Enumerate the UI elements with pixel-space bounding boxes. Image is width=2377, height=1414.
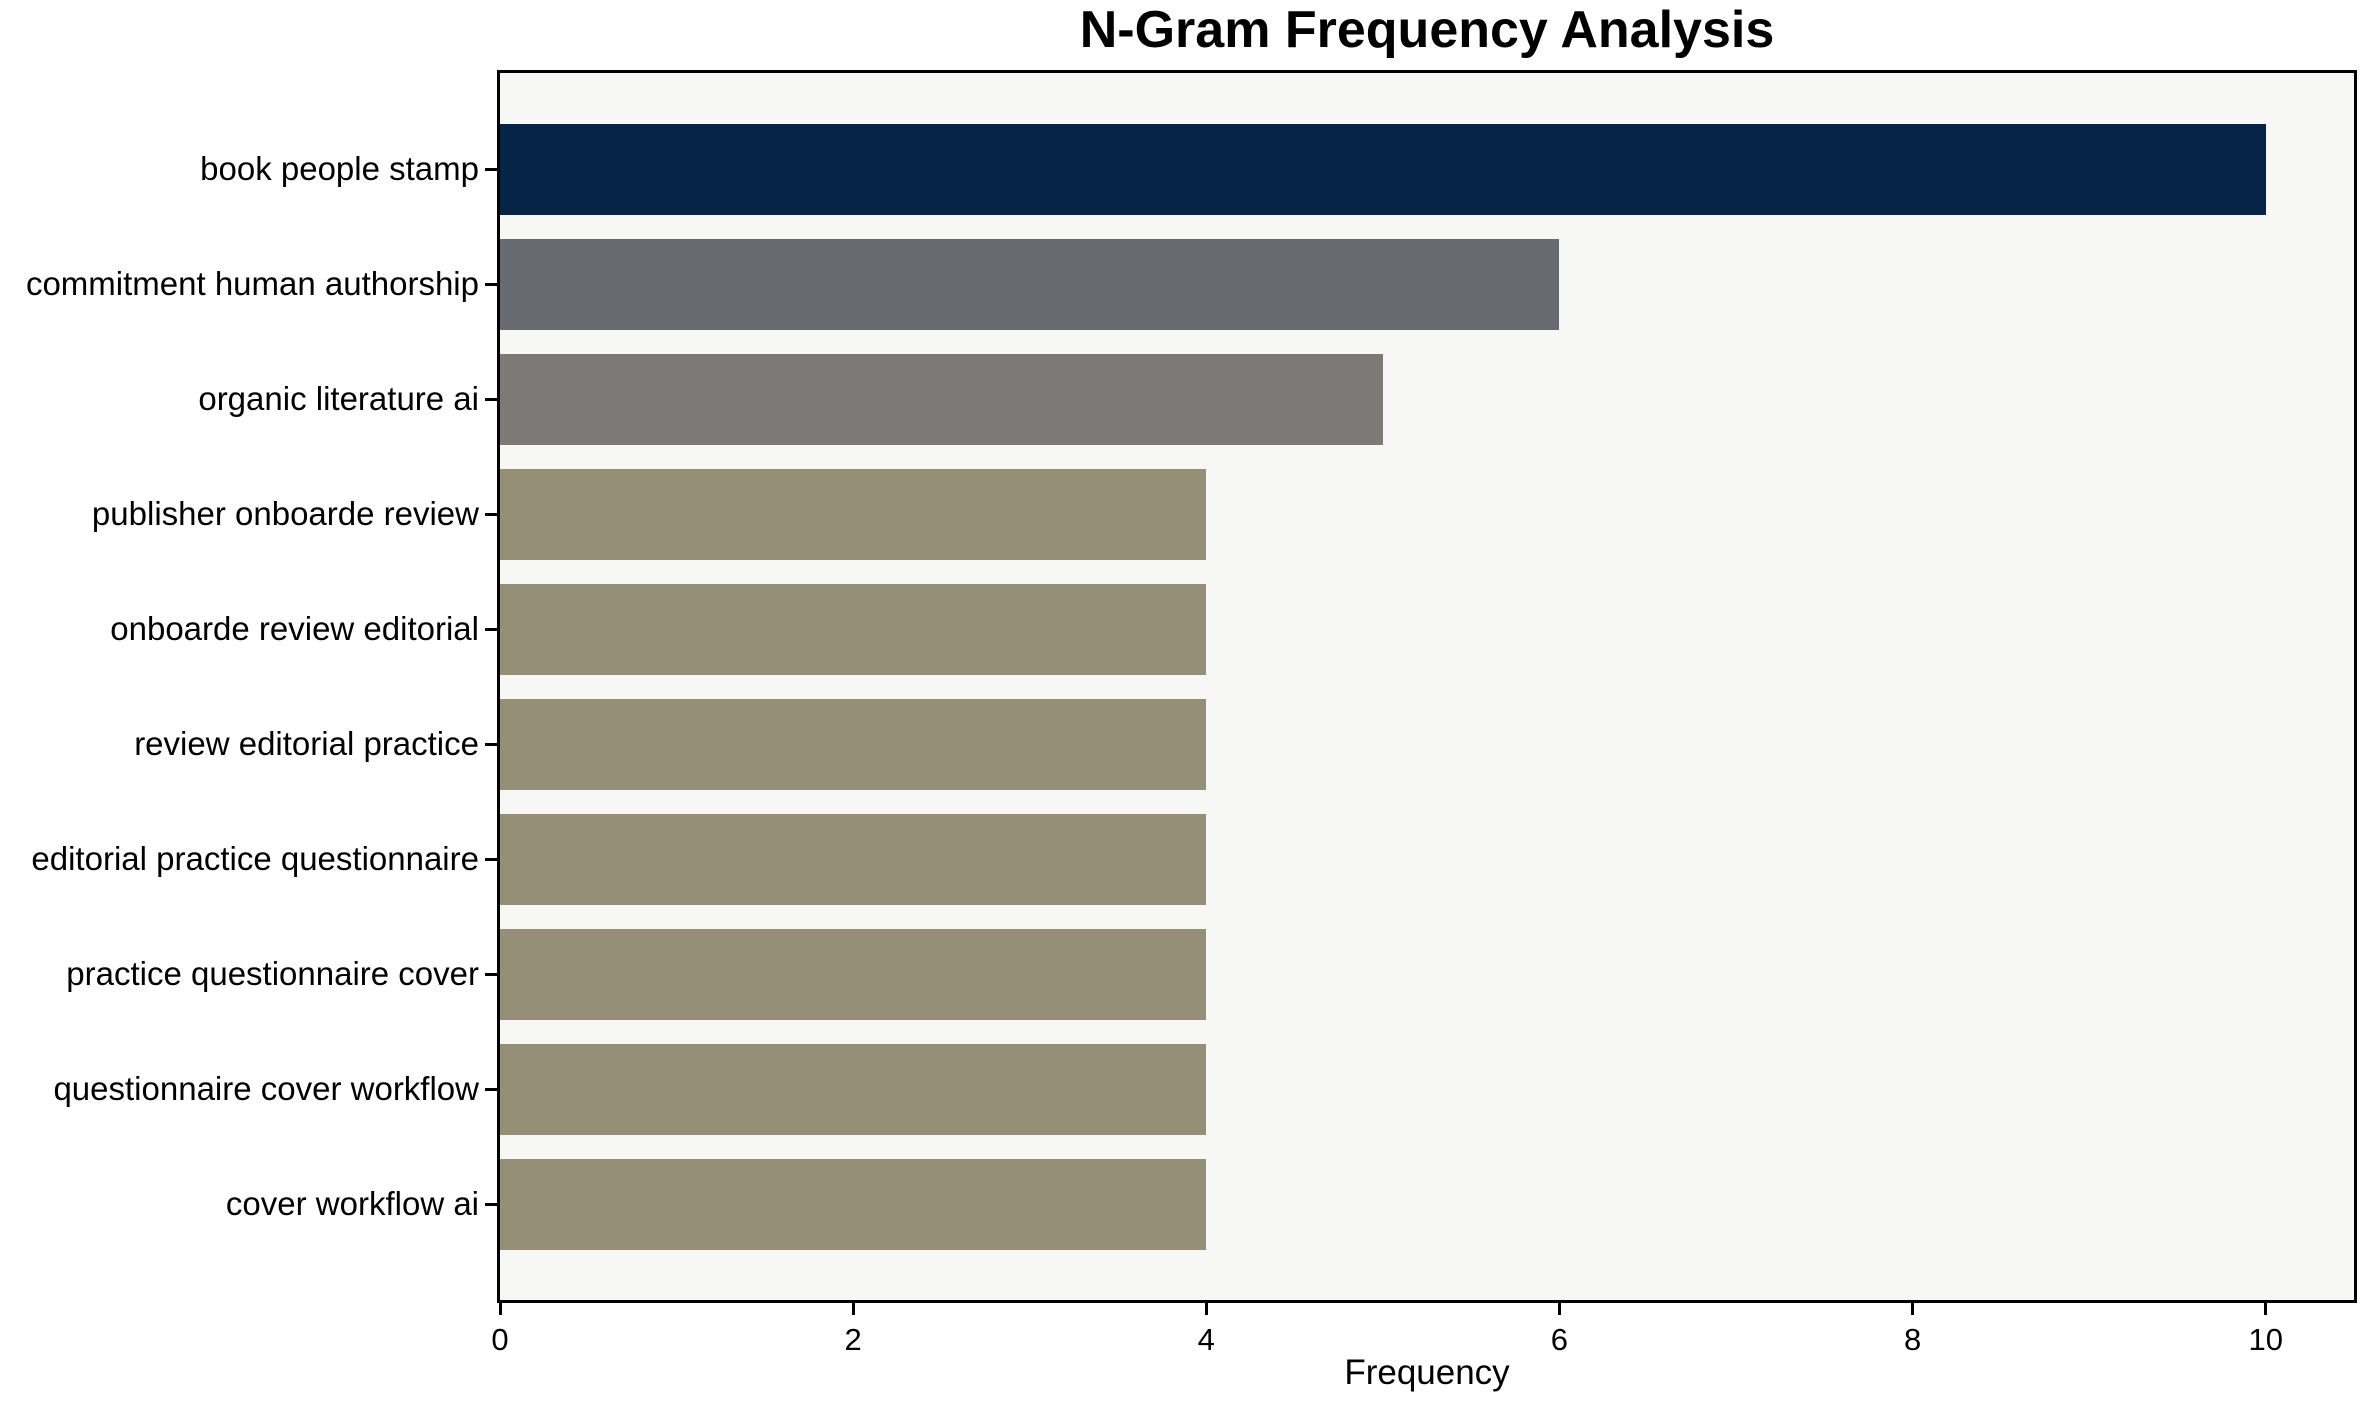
y-tick (485, 397, 497, 401)
bar (500, 698, 1207, 790)
bar (500, 583, 1207, 675)
bar (500, 1043, 1207, 1135)
y-tick (485, 1202, 497, 1206)
bar (500, 353, 1383, 445)
x-tick-label: 0 (491, 1322, 509, 1357)
bar (500, 468, 1207, 560)
bar (500, 238, 1560, 330)
x-tick-label: 2 (844, 1322, 862, 1357)
category-label: book people stamp (200, 150, 479, 187)
y-tick (485, 512, 497, 516)
y-tick (485, 1087, 497, 1091)
bar (500, 813, 1207, 905)
bar (500, 1158, 1207, 1250)
chart-title: N-Gram Frequency Analysis (1079, 1, 1775, 59)
x-tick-label: 4 (1197, 1322, 1215, 1357)
category-label: questionnaire cover workflow (53, 1070, 479, 1107)
y-tick (485, 742, 497, 746)
category-label: editorial practice questionnaire (31, 840, 479, 877)
x-axis-label: Frequency (1344, 1353, 1510, 1392)
category-label: onboarde review editorial (110, 610, 479, 647)
category-label: organic literature ai (198, 380, 479, 417)
x-tick-label: 10 (2248, 1322, 2283, 1357)
y-tick (485, 972, 497, 976)
bar (500, 123, 2266, 215)
category-label: cover workflow ai (225, 1185, 479, 1222)
bar (500, 928, 1207, 1020)
y-tick (485, 167, 497, 171)
x-tick (1204, 1303, 1208, 1315)
x-tick (2264, 1303, 2268, 1315)
category-label: publisher onboarde review (91, 495, 479, 532)
y-tick (485, 627, 497, 631)
x-tick (1557, 1303, 1561, 1315)
category-label: commitment human authorship (25, 265, 479, 302)
x-tick (1911, 1303, 1915, 1315)
x-tick-label: 6 (1550, 1322, 1569, 1357)
y-tick (485, 857, 497, 861)
x-tick-label: 8 (1903, 1322, 1922, 1357)
y-tick (485, 282, 497, 286)
plot-area (497, 70, 2357, 1303)
category-label: practice questionnaire cover (66, 955, 479, 992)
x-tick (498, 1303, 502, 1315)
category-label: review editorial practice (134, 725, 479, 762)
x-tick (851, 1303, 855, 1315)
